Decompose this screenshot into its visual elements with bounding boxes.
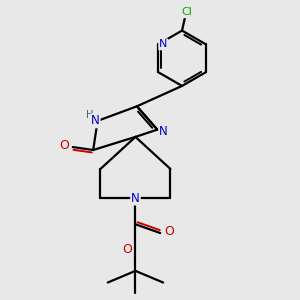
Text: N: N [159, 124, 168, 138]
Text: N: N [131, 192, 140, 205]
Text: H: H [86, 110, 93, 120]
Text: O: O [60, 139, 70, 152]
Text: N: N [159, 39, 167, 50]
Text: Cl: Cl [181, 7, 192, 17]
Text: O: O [164, 225, 174, 238]
Text: N: N [91, 114, 100, 128]
Text: O: O [122, 242, 132, 256]
